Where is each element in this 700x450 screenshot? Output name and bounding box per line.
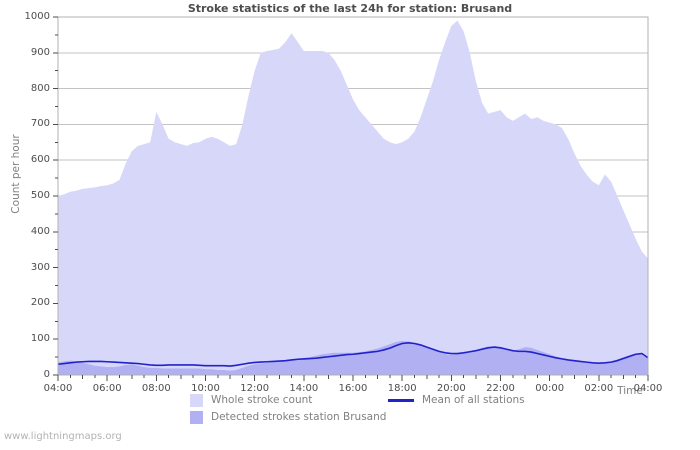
y-tick-label: 100 bbox=[30, 333, 50, 345]
x-tick-label: 04:00 bbox=[633, 383, 663, 394]
legend-item-whole-stroke-count: Whole stroke count bbox=[190, 393, 312, 407]
legend-swatch-mean-of-all-stations bbox=[388, 398, 414, 402]
x-axis-label: Time bbox=[617, 385, 643, 397]
y-tick-label: 300 bbox=[30, 261, 50, 273]
x-tick-label: 22:00 bbox=[486, 383, 515, 394]
legend-label-mean-of-all-stations: Mean of all stations bbox=[422, 394, 525, 406]
chart-legend: Whole stroke count Detected strokes stat… bbox=[0, 392, 700, 424]
x-tick-label: 04:00 bbox=[43, 383, 73, 394]
x-tick-label: 16:00 bbox=[338, 383, 368, 394]
x-tick-label: 10:00 bbox=[191, 383, 220, 394]
x-tick-label: 18:00 bbox=[387, 383, 417, 394]
legend-label-whole-stroke-count: Whole stroke count bbox=[211, 394, 313, 406]
chart-title: Stroke statistics of the last 24h for st… bbox=[187, 2, 513, 15]
x-tick-label: 14:00 bbox=[289, 383, 319, 394]
y-tick-label: 800 bbox=[30, 82, 50, 94]
y-tick-label: 500 bbox=[30, 190, 50, 201]
y-tick-label: 600 bbox=[30, 154, 50, 166]
legend-swatch-whole-stroke-count bbox=[190, 393, 203, 407]
y-tick-label: 0 bbox=[43, 369, 50, 380]
x-tick-label: 08:00 bbox=[141, 383, 171, 394]
x-tick-label: 06:00 bbox=[92, 383, 122, 394]
x-tick-label: 20:00 bbox=[436, 383, 466, 394]
site-watermark: www.lightningmaps.org bbox=[4, 431, 122, 442]
y-tick-label: 200 bbox=[30, 297, 50, 309]
y-tick-label: 900 bbox=[30, 46, 50, 58]
y-tick-label: 400 bbox=[30, 225, 50, 237]
legend-item-detected-strokes: Detected strokes station Brusand bbox=[190, 410, 386, 424]
legend-swatch-detected-strokes bbox=[190, 410, 203, 424]
x-tick-label: 02:00 bbox=[584, 383, 614, 394]
x-tick-label: 00:00 bbox=[535, 383, 565, 394]
y-tick-label: 1000 bbox=[24, 11, 50, 22]
legend-label-detected-strokes: Detected strokes station Brusand bbox=[211, 411, 387, 423]
x-tick-label: 12:00 bbox=[240, 383, 270, 394]
legend-item-mean-of-all-stations: Mean of all stations bbox=[388, 393, 525, 407]
y-tick-label: 700 bbox=[30, 118, 50, 130]
